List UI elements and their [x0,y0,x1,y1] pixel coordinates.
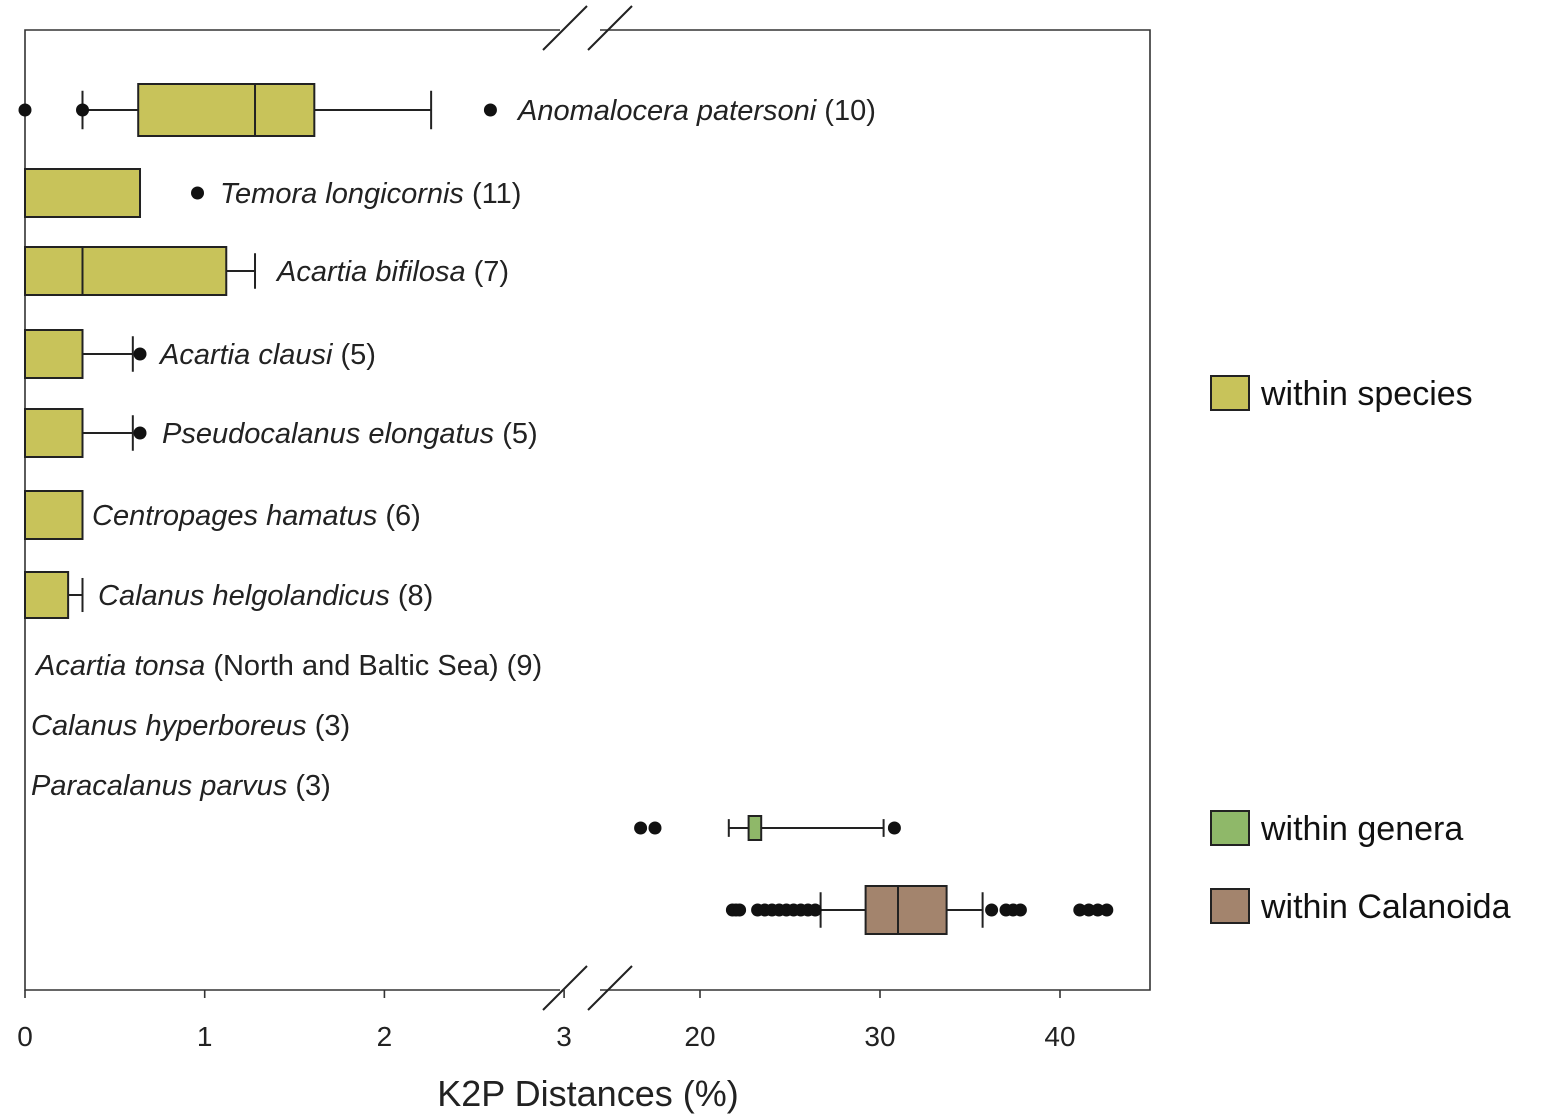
x-tick-label: 30 [864,1021,895,1052]
legend-swatch [1210,375,1250,411]
species-label: Acartia clausi (5) [158,339,376,371]
box-iqr [137,83,316,137]
box-iqr [864,885,948,935]
species-count: (11) [464,178,521,210]
box-row [725,885,1114,935]
outlier-point [1073,903,1087,917]
break-slash [542,965,588,1011]
outlier-point [1091,903,1105,917]
box-row [634,815,901,841]
x-tick-label: 40 [1044,1021,1075,1052]
x-tick-label: 1 [197,1021,213,1052]
break-slash [587,965,633,1011]
outlier-point [133,347,147,361]
species-count: (10) [816,95,876,127]
x-axis-title: K2P Distances (%) [437,1073,738,1114]
species-label: Acartia bifilosa (7) [275,256,509,288]
species-name: Calanus hyperboreus [31,710,307,742]
box-row [18,83,497,137]
species-count: (3) [307,710,351,742]
outlier-point [985,903,999,917]
x-tick-label: 20 [684,1021,715,1052]
species-name: Calanus helgolandicus [98,580,390,612]
species-name: Acartia clausi [158,339,334,371]
species-label: Calanus hyperboreus (3) [31,710,350,742]
species-name: Acartia tonsa [34,650,205,682]
outlier-point [76,103,90,117]
species-label: Temora longicornis (11) [220,178,521,210]
outlier-point [133,426,147,440]
species-label: Acartia tonsa (North and Baltic Sea) (9) [34,650,542,682]
box-row [24,246,257,296]
outlier-point [634,821,648,835]
species-label: Centropages hamatus (6) [92,500,421,532]
species-label: Anomalocera patersoni (10) [516,95,876,127]
species-label: Paracalanus parvus (3) [31,770,331,802]
legend-label: within genera [1260,810,1463,848]
species-name: Paracalanus parvus [31,770,287,802]
box-iqr [24,329,84,379]
x-tick-label: 3 [556,1021,572,1052]
species-label: Calanus helgolandicus (8) [98,580,433,612]
species-name: Temora longicornis [220,178,464,210]
x-tick-label: 2 [377,1021,393,1052]
box-series [18,83,1114,935]
outlier-point [1082,903,1096,917]
species-name: Acartia bifilosa [275,256,466,288]
box-iqr [24,571,70,619]
species-name: Anomalocera patersoni [516,95,818,127]
outlier-point [808,903,822,917]
box-row [24,168,205,218]
outlier-point [483,103,497,117]
axis-break-marks [542,5,633,1011]
box-row [24,408,147,458]
box-iqr [24,246,228,296]
outlier-point [733,903,747,917]
outlier-point [1013,903,1027,917]
species-count: (North and Baltic Sea) (9) [205,650,542,682]
box-iqr [24,408,84,458]
break-slash [542,5,588,51]
species-name: Pseudocalanus elongatus [162,418,494,450]
x-tick-label: 0 [17,1021,33,1052]
species-label: Pseudocalanus elongatus (5) [162,418,538,450]
box-iqr [24,490,84,540]
box-iqr [24,168,142,218]
species-name: Centropages hamatus [92,500,377,532]
legend-swatch [1210,810,1250,846]
species-count: (7) [466,256,510,288]
species-count: (5) [494,418,538,450]
species-labels: Anomalocera patersoni (10) Temora longico… [31,95,876,802]
legend-label: within species [1260,375,1473,413]
break-slash [587,5,633,51]
species-count: (6) [377,500,421,532]
legend: within species within genera within Calano… [1210,375,1511,926]
species-count: (8) [390,580,434,612]
frame-right-part [600,29,1151,991]
box-row [24,329,147,379]
legend-swatch [1210,888,1250,924]
outlier-point [648,821,662,835]
outlier-point [887,821,901,835]
species-count: (5) [332,339,376,371]
outlier-point [18,103,32,117]
box-iqr [747,815,763,841]
box-row [24,571,84,619]
legend-label: within Calanoida [1260,888,1511,926]
box-row [24,490,84,540]
species-count: (3) [287,770,331,802]
outlier-point [1100,903,1114,917]
x-axis-ticks: 0 1 2 3 20 30 40 [17,990,1076,1052]
outlier-point [191,186,205,200]
